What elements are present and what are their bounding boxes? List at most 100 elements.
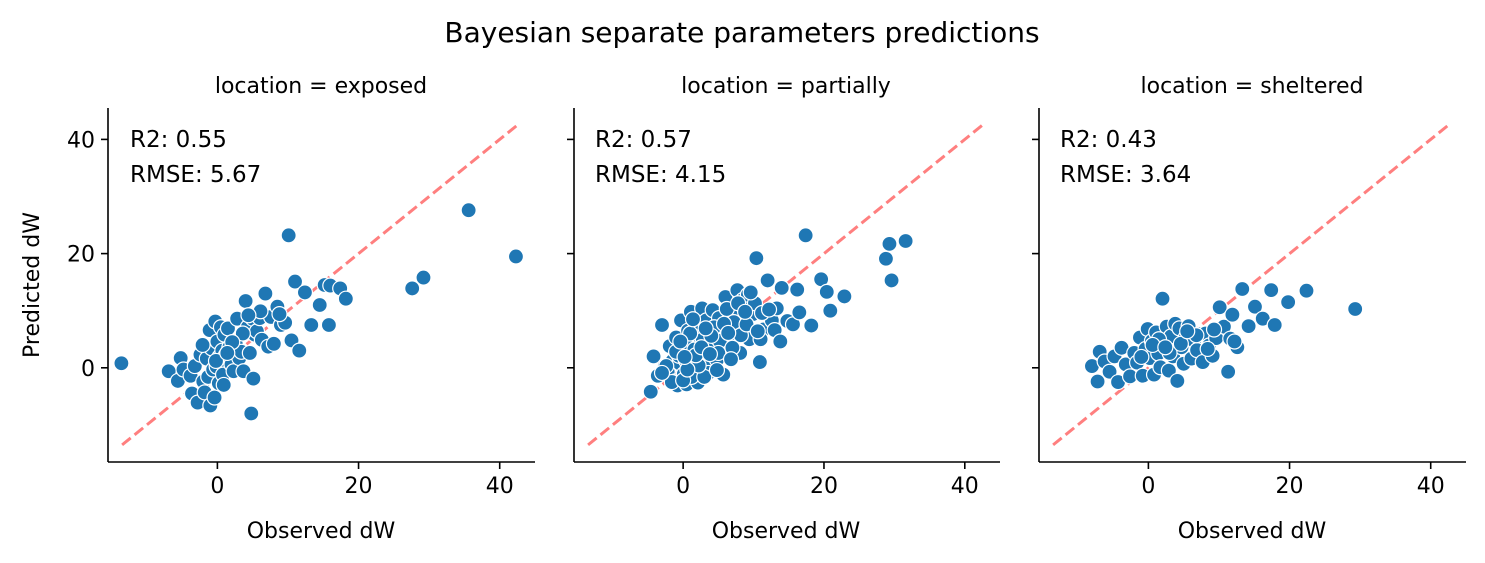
rmse-annotation: RMSE: 4.15 [595, 162, 726, 188]
data-point [234, 325, 251, 342]
data-point [642, 383, 659, 400]
data-point [653, 364, 671, 382]
data-point [245, 370, 262, 387]
x-tick-label: 0 [1141, 474, 1155, 499]
data-point [773, 279, 790, 296]
data-point [818, 283, 835, 300]
data-point [1263, 282, 1280, 299]
data-point [760, 301, 778, 318]
data-point [803, 317, 820, 334]
panel-title: location = partially [681, 74, 891, 99]
data-point [1133, 348, 1150, 366]
y-axis-label: Predicted dW [20, 212, 45, 358]
data-point [836, 288, 853, 305]
data-point [1157, 339, 1174, 356]
data-point [1266, 316, 1283, 334]
data-point [1246, 298, 1264, 315]
data-point [206, 389, 223, 406]
data-point [1154, 290, 1171, 307]
data-point [241, 344, 258, 362]
data-point [645, 348, 662, 365]
data-point [1211, 299, 1228, 316]
data-point [404, 280, 421, 297]
panel-marks: 0 20 40 0 20 40 [67, 108, 535, 499]
data-point [1089, 373, 1106, 390]
data-point [286, 273, 304, 290]
data-point [337, 290, 354, 307]
data-point [748, 250, 765, 267]
figure-title: Bayesian separate parameters predictions [444, 16, 1039, 49]
panel-partially: location = partially R2: 0.57 RMSE: 4.15… [567, 74, 1000, 544]
data-point [822, 302, 839, 319]
x-tick-label: 20 [1276, 474, 1304, 499]
data-point [1226, 333, 1243, 350]
y-tick-label: 40 [67, 128, 95, 153]
data-point [672, 333, 689, 350]
data-point [883, 272, 900, 289]
panel-title: location = sheltered [1141, 74, 1364, 99]
data-point [722, 351, 740, 368]
data-point [237, 292, 254, 310]
x-axis-label: Observed dW [712, 519, 861, 544]
r2-annotation: R2: 0.55 [130, 127, 227, 153]
data-point [240, 307, 257, 324]
data-point [749, 323, 766, 340]
r2-annotation: R2: 0.57 [595, 127, 692, 153]
data-point [113, 355, 130, 372]
data-point [215, 376, 232, 394]
data-point [415, 269, 432, 286]
data-point [1224, 306, 1241, 323]
data-point [1220, 363, 1237, 380]
data-point [742, 284, 759, 301]
data-point [697, 320, 714, 337]
rmse-annotation: RMSE: 3.64 [1060, 162, 1191, 188]
data-point [219, 344, 236, 362]
data-point [684, 311, 702, 328]
rmse-annotation: RMSE: 5.67 [130, 162, 261, 188]
x-axis-label: Observed dW [247, 519, 396, 544]
data-point [881, 235, 898, 252]
data-point [1298, 282, 1315, 299]
data-point [1179, 323, 1196, 340]
data-point [265, 335, 282, 352]
x-tick-label: 0 [676, 474, 690, 499]
r2-annotation: R2: 0.43 [1060, 127, 1157, 153]
data-point [789, 281, 806, 298]
data-point [194, 336, 211, 354]
data-point [311, 296, 328, 314]
x-tick-label: 40 [951, 474, 979, 499]
data-point [1240, 318, 1257, 335]
data-point [1199, 340, 1216, 358]
data-point [280, 227, 297, 244]
x-tick-label: 20 [345, 474, 373, 499]
data-point [797, 227, 814, 244]
reference-line [1052, 123, 1450, 447]
x-tick-label: 0 [210, 474, 224, 499]
data-point [507, 248, 525, 265]
data-point [303, 316, 320, 334]
data-point [676, 348, 693, 366]
data-point [1234, 280, 1251, 298]
data-point [291, 342, 308, 359]
data-point [791, 304, 808, 321]
data-point [1205, 321, 1223, 338]
panel-exposed: location = exposed R2: 0.55 RMSE: 5.67 O… [20, 74, 535, 544]
data-point [737, 303, 754, 320]
data-point [296, 284, 314, 301]
data-point [1172, 335, 1189, 352]
data-point [1347, 300, 1364, 318]
y-tick-label: 0 [81, 357, 95, 382]
panel-marks: 0 20 40 [567, 108, 1000, 499]
data-point [772, 333, 789, 350]
data-point [720, 324, 737, 342]
data-point [1169, 372, 1186, 390]
data-point [751, 353, 768, 371]
y-tick-label: 20 [67, 243, 95, 268]
data-point [897, 232, 914, 250]
x-tick-label: 40 [486, 474, 514, 499]
data-point [759, 272, 776, 289]
data-point [243, 405, 260, 422]
data-point [257, 285, 274, 302]
data-point [207, 352, 225, 370]
